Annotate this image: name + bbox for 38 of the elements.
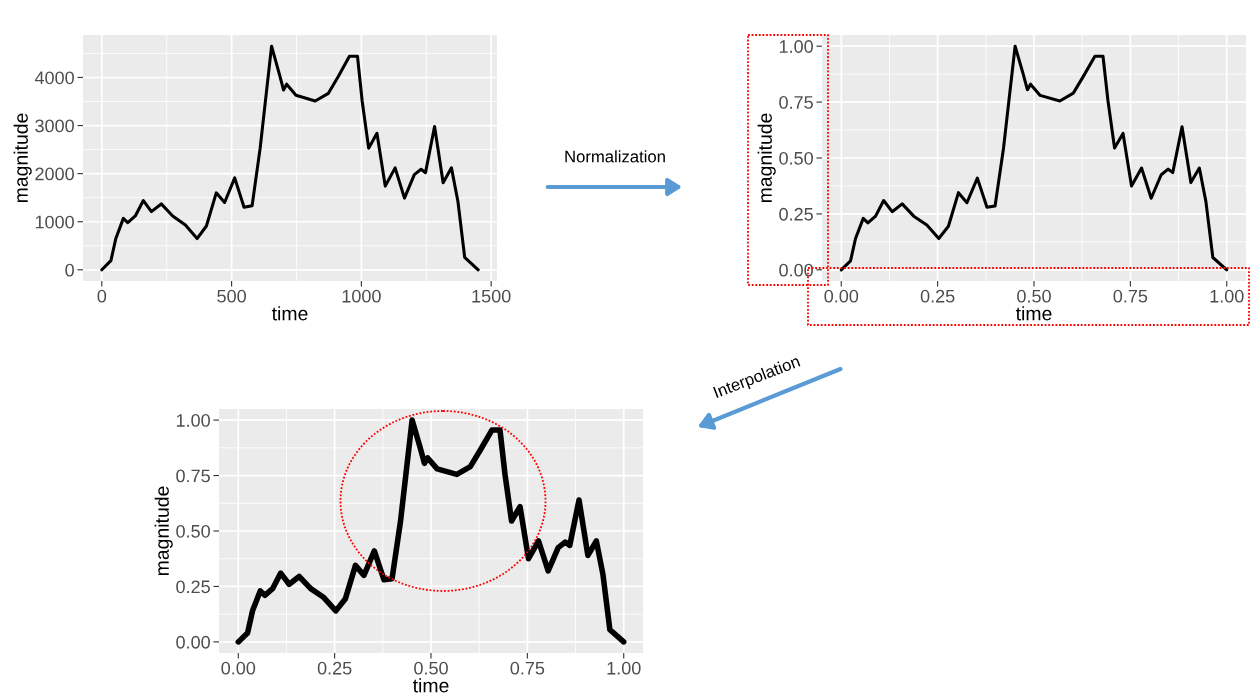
y-tick-label: 0.00: [779, 263, 813, 277]
x-tick-label: 1.00: [607, 661, 641, 675]
y-tick-label: 1.00: [779, 40, 813, 53]
x-tick-label: 1.00: [1210, 289, 1244, 303]
y-tick-label: 2000: [35, 167, 74, 181]
x-tick-label: 0.00: [824, 289, 859, 303]
x-tick-label: 0.50: [1017, 289, 1051, 303]
x-tick-label: 0.50: [414, 661, 448, 675]
text: Normalization: [565, 150, 665, 163]
y-tick-label: 0.75: [779, 96, 813, 109]
line-series: [100, 44, 480, 272]
y-tick-label: 3000: [35, 119, 74, 133]
x-tick-label: 1000: [342, 289, 381, 303]
x-axis-title: time: [412, 678, 449, 693]
y-tick-label: 0: [65, 263, 74, 277]
x-tick-label: 0.25: [317, 661, 352, 675]
x-axis-title: time: [271, 306, 308, 321]
y-tick-label: 0.00: [176, 635, 210, 649]
y-tick-label: 0.25: [779, 207, 813, 221]
x-tick-label: 0.00: [221, 661, 256, 675]
x-tick-label: 0.25: [920, 289, 955, 303]
line-series: [839, 44, 1229, 272]
y-axis-title: magnitude: [154, 486, 173, 576]
y-tick-label: 0.50: [176, 524, 210, 538]
x-tick-label: 0.75: [510, 661, 545, 675]
x-tick-label: 0.75: [1113, 289, 1148, 303]
y-tick-label: 1.00: [176, 414, 210, 427]
y-tick-label: 0.50: [779, 151, 813, 165]
y-tick-label: 4000: [34, 71, 74, 85]
x-tick-label: 1500: [472, 289, 511, 303]
x-axis-title: time: [1015, 306, 1052, 321]
y-tick-label: 1000: [35, 215, 74, 229]
y-axis-title: magnitude: [13, 113, 32, 203]
y-tick-label: 0.75: [176, 469, 210, 483]
x-tick-label: 500: [217, 289, 246, 303]
y-tick-label: 0.25: [176, 580, 210, 594]
y-axis-title: magnitude: [757, 113, 776, 203]
x-tick-label: 0: [97, 289, 107, 303]
